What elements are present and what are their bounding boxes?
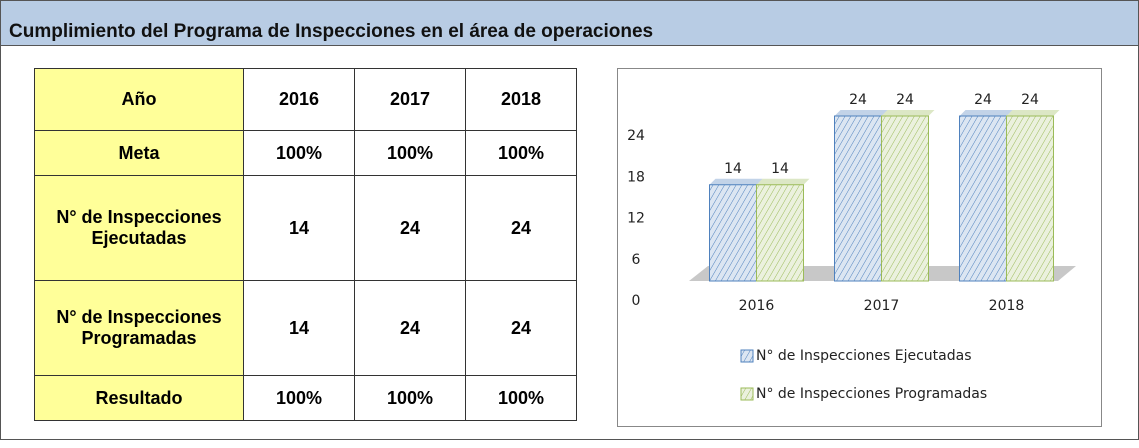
data-label: 24 bbox=[1021, 92, 1039, 108]
legend-swatch bbox=[740, 349, 754, 363]
legend-label: N° de Inspecciones Ejecutadas bbox=[756, 348, 972, 364]
y-tick-label: 12 bbox=[627, 211, 645, 227]
bar bbox=[881, 115, 929, 282]
y-tick-label: 24 bbox=[627, 128, 645, 144]
x-tick-label: 2016 bbox=[739, 298, 775, 314]
table-row: N° de Inspecciones Programadas 14 24 24 bbox=[34, 280, 577, 376]
bar bbox=[959, 115, 1007, 282]
table-cell: 2016 bbox=[243, 68, 355, 131]
table-cell: 14 bbox=[243, 280, 355, 376]
table-cell: N° de Inspecciones Programadas bbox=[34, 280, 244, 376]
table-cell: 14 bbox=[243, 175, 355, 281]
table-cell: 24 bbox=[354, 175, 466, 281]
table-cell: 100% bbox=[243, 130, 355, 176]
title: Cumplimiento del Programa de Inspeccione… bbox=[1, 1, 1138, 46]
bar bbox=[756, 184, 804, 282]
data-table: Año 2016 2017 2018 Meta 100% 100% 100% N° de Ins… bbox=[34, 68, 577, 421]
table-row: Resultado 100% 100% 100% bbox=[34, 375, 577, 421]
table-cell: 100% bbox=[465, 375, 577, 421]
bar-top bbox=[834, 110, 888, 116]
legend-swatch bbox=[740, 387, 754, 401]
table-cell: 100% bbox=[465, 130, 577, 176]
bar-top bbox=[1006, 110, 1060, 116]
data-label: 24 bbox=[896, 92, 914, 108]
bar-top bbox=[756, 178, 810, 185]
legend-label: N° de Inspecciones Programadas bbox=[756, 386, 987, 402]
y-tick-label: 6 bbox=[632, 252, 641, 268]
table-cell: N° de Inspecciones Ejecutadas bbox=[34, 175, 244, 281]
data-label: 24 bbox=[849, 92, 867, 108]
table-row: Meta 100% 100% 100% bbox=[34, 130, 577, 176]
y-tick-label: 18 bbox=[627, 169, 645, 185]
bar bbox=[1006, 115, 1054, 282]
table-cell: 24 bbox=[465, 280, 577, 376]
data-label: 14 bbox=[724, 161, 742, 177]
chart-box: 0 6 12 18 24 2016 14 14 2017 24 24 2018 24 24 N° de In… bbox=[617, 68, 1102, 427]
table-row: Año 2016 2017 2018 bbox=[34, 68, 577, 131]
table-cell: Meta bbox=[34, 130, 244, 176]
table-cell: 100% bbox=[243, 375, 355, 421]
chart: 0 6 12 18 24 2016 14 14 2017 24 24 2018 24 24 N° de In… bbox=[627, 92, 1076, 402]
bar-top bbox=[959, 110, 1013, 116]
table-cell: 2017 bbox=[354, 68, 466, 131]
table-cell: 24 bbox=[465, 175, 577, 281]
table-row: N° de Inspecciones Ejecutadas 14 24 24 bbox=[34, 175, 577, 281]
table-cell: Resultado bbox=[34, 375, 244, 421]
table-cell: 100% bbox=[354, 130, 466, 176]
x-tick-label: 2017 bbox=[864, 298, 900, 314]
bar-top bbox=[709, 178, 763, 185]
table-cell: Año bbox=[34, 68, 244, 131]
table-cell: 100% bbox=[354, 375, 466, 421]
bar-top bbox=[881, 110, 935, 116]
data-label: 24 bbox=[974, 92, 992, 108]
y-tick-label: 0 bbox=[632, 293, 641, 309]
bar bbox=[709, 184, 757, 282]
bar bbox=[834, 115, 882, 282]
x-tick-label: 2018 bbox=[989, 298, 1025, 314]
data-label: 14 bbox=[771, 161, 789, 177]
table-cell: 2018 bbox=[465, 68, 577, 131]
table-cell: 24 bbox=[354, 280, 466, 376]
